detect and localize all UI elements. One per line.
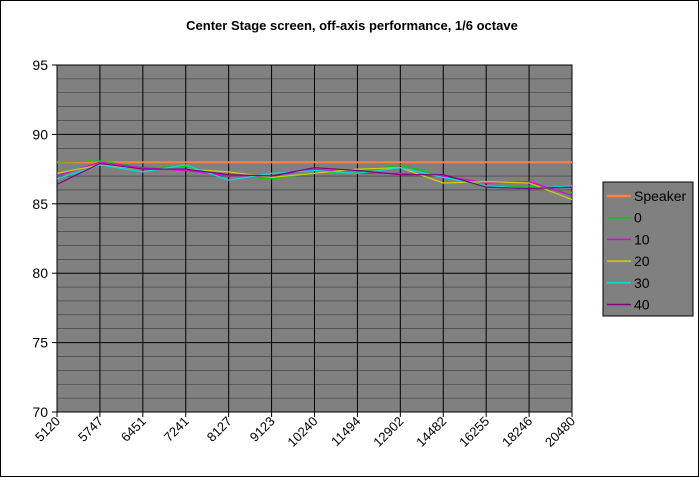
series-line-30: [56, 164, 573, 190]
legend-box: [602, 181, 694, 317]
legend-label-0: 0: [634, 210, 642, 226]
chart-title: Center Stage screen, off-axis performanc…: [186, 18, 518, 33]
series-line-40: [56, 162, 573, 190]
y-tick-label: 80: [32, 265, 48, 281]
y-tick-label: 70: [32, 404, 48, 420]
series-line-10: [56, 161, 573, 197]
y-tick-label: 95: [32, 57, 48, 73]
legend-label-30: 30: [634, 275, 650, 291]
legend-label-speaker: Speaker: [634, 188, 686, 204]
y-tick-label: 85: [32, 196, 48, 212]
y-tick-label: 75: [32, 335, 48, 351]
legend-label-20: 20: [634, 253, 650, 269]
legend-label-40: 40: [634, 297, 650, 313]
y-tick-label: 90: [32, 126, 48, 142]
legend-label-10: 10: [634, 231, 650, 247]
